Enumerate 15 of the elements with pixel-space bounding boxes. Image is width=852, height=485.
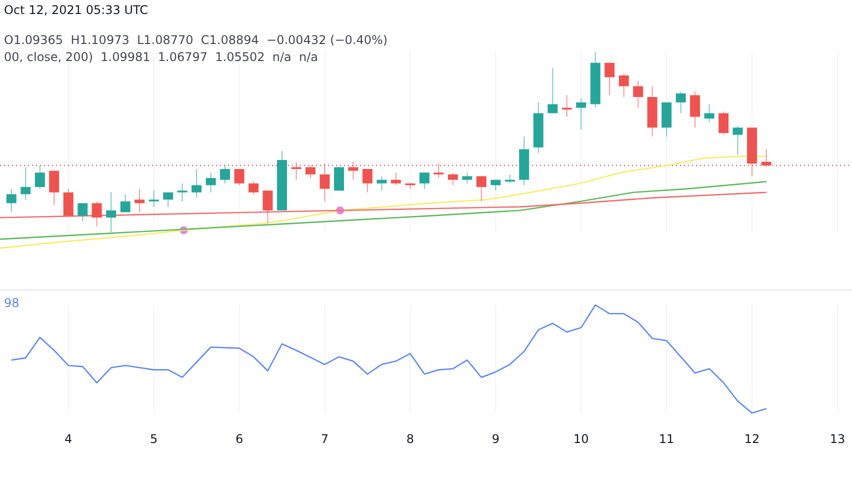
x-tick-label: 6 (235, 432, 244, 446)
annotation: 98 (4, 296, 20, 310)
x-tick-label: 10 (573, 432, 589, 446)
annotation: 00, close, 200) 1.09981 1.06797 1.05502 n/a n/a (4, 50, 318, 64)
x-tick-label: 9 (492, 432, 500, 446)
text: O1.09365 H1.10973 L1.08770 C1.08894 −0.00432 (−0.40%) (4, 33, 388, 47)
x-tick-label: 11 (658, 432, 674, 446)
candlestick (334, 166, 344, 192)
x-tick-label: 4 (64, 432, 72, 446)
x-tick-label: 8 (406, 432, 414, 446)
x-tick-label: 12 (744, 432, 760, 446)
text: Oct 12, 2021 05:33 UTC (4, 3, 148, 17)
x-tick-label: 7 (320, 432, 329, 446)
x-tick-label: 13 (830, 432, 846, 446)
x-tick-label: 5 (150, 432, 158, 446)
